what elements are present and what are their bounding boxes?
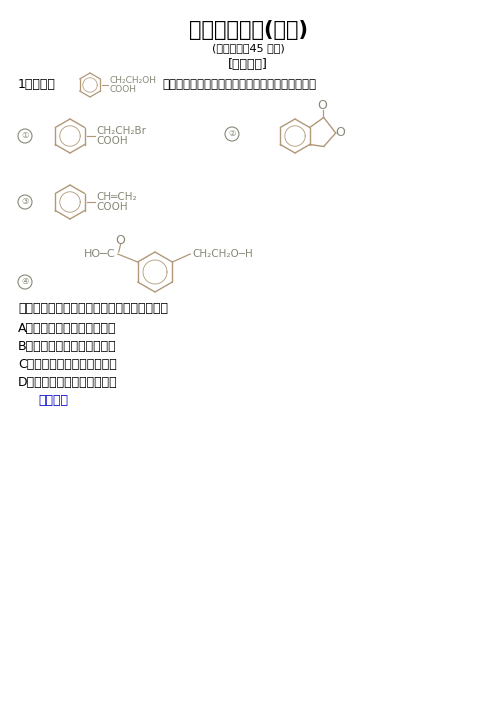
Text: [学业达标]: [学业达标] xyxy=(228,58,268,70)
Text: 学业分层测评(十六): 学业分层测评(十六) xyxy=(188,20,308,40)
Text: COOH: COOH xyxy=(96,202,127,212)
Text: ③: ③ xyxy=(21,197,29,206)
Text: CH═CH₂: CH═CH₂ xyxy=(96,192,136,202)
Text: 1．结构为: 1．结构为 xyxy=(18,79,56,91)
Text: A．酯化、加成、取代、缩聚: A．酯化、加成、取代、缩聚 xyxy=(18,322,117,334)
Text: CH₂CH₂OH: CH₂CH₂OH xyxy=(109,76,156,85)
Text: ④: ④ xyxy=(21,277,29,286)
Text: COOH: COOH xyxy=(96,136,127,146)
Text: O: O xyxy=(116,234,125,246)
Text: COOH: COOH xyxy=(109,85,136,94)
Text: O: O xyxy=(317,99,327,112)
Text: 生成这四种有机物的反应类型依次为（　　）: 生成这四种有机物的反应类型依次为（ ） xyxy=(18,303,168,315)
Text: ①: ① xyxy=(21,131,29,140)
Text: O: O xyxy=(335,126,345,138)
Text: CH₂CH₂Br: CH₂CH₂Br xyxy=(96,126,146,136)
Text: 的有机物可以通过不同的反应得到下列四种物质：: 的有机物可以通过不同的反应得到下列四种物质： xyxy=(162,79,316,91)
Text: (建议用时：45 分钟): (建议用时：45 分钟) xyxy=(212,43,284,53)
Text: 【解析】: 【解析】 xyxy=(38,394,68,406)
Text: B．取代、酯化、消去、缩聚: B．取代、酯化、消去、缩聚 xyxy=(18,340,117,352)
Text: CH₂CH₂O─H: CH₂CH₂O─H xyxy=(192,249,253,259)
Text: D．取代、酯化、加成、加聚: D．取代、酯化、加成、加聚 xyxy=(18,376,118,388)
Text: HO─C: HO─C xyxy=(84,249,116,259)
Text: ②: ② xyxy=(228,129,236,138)
Text: C．取代、加成、消去、加聚: C．取代、加成、消去、加聚 xyxy=(18,357,117,371)
